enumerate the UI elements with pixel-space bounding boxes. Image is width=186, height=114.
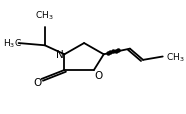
Text: O: O: [95, 70, 103, 80]
Text: CH$_3$: CH$_3$: [166, 51, 185, 63]
Text: H$_3$C: H$_3$C: [3, 38, 22, 50]
Text: CH$_3$: CH$_3$: [36, 9, 54, 21]
Text: N: N: [56, 50, 64, 60]
Text: O: O: [33, 78, 41, 88]
